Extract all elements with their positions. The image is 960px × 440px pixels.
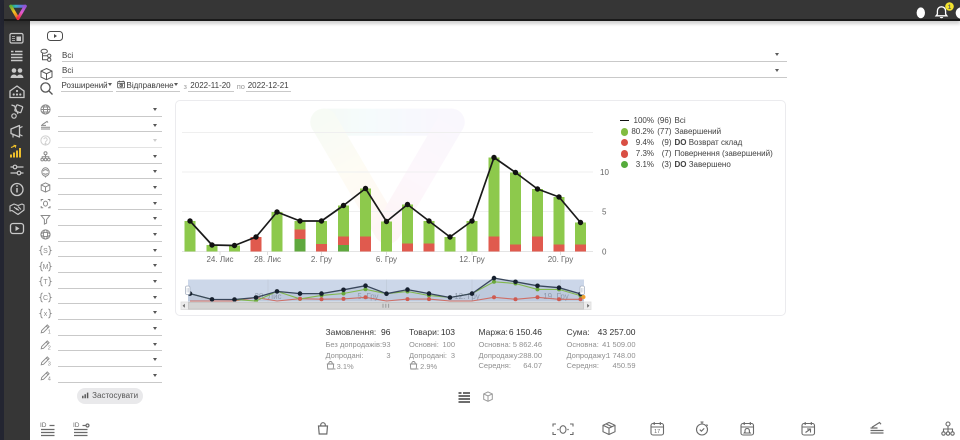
svg-text:24. Лис: 24. Лис (206, 255, 233, 264)
svg-text:2. Гру: 2. Гру (311, 255, 332, 264)
svg-text:ID: ID (73, 422, 80, 429)
svg-text:20. Гру: 20. Гру (548, 255, 574, 264)
svg-text:M: M (43, 264, 49, 271)
svg-text:0: 0 (602, 248, 607, 257)
svg-text:ID: ID (40, 422, 47, 429)
svg-text:6. Гру: 6. Гру (376, 255, 397, 264)
svg-text:19. Гру: 19. Гру (543, 292, 569, 301)
svg-text:x: x (44, 311, 48, 318)
svg-text:1: 1 (48, 330, 51, 336)
svg-text:x: x (333, 366, 335, 371)
svg-text:5: 5 (602, 208, 607, 217)
svg-text:12. Гру: 12. Гру (454, 292, 480, 301)
svg-text:x: x (417, 366, 419, 371)
svg-text:C: C (43, 295, 48, 302)
svg-text:28. Лис: 28. Лис (254, 292, 281, 301)
svg-text:4: 4 (48, 377, 51, 383)
svg-text:12. Гру: 12. Гру (459, 255, 485, 264)
svg-text:5. Гру: 5. Гру (357, 292, 378, 301)
svg-text:S: S (43, 248, 48, 255)
svg-text:17: 17 (654, 429, 660, 435)
svg-text:T: T (43, 279, 48, 286)
svg-text:3: 3 (48, 361, 51, 367)
svg-text:1: 1 (948, 5, 952, 11)
svg-text:28. Лис: 28. Лис (254, 255, 281, 264)
svg-text:2: 2 (48, 345, 51, 351)
svg-text:10: 10 (600, 168, 609, 177)
